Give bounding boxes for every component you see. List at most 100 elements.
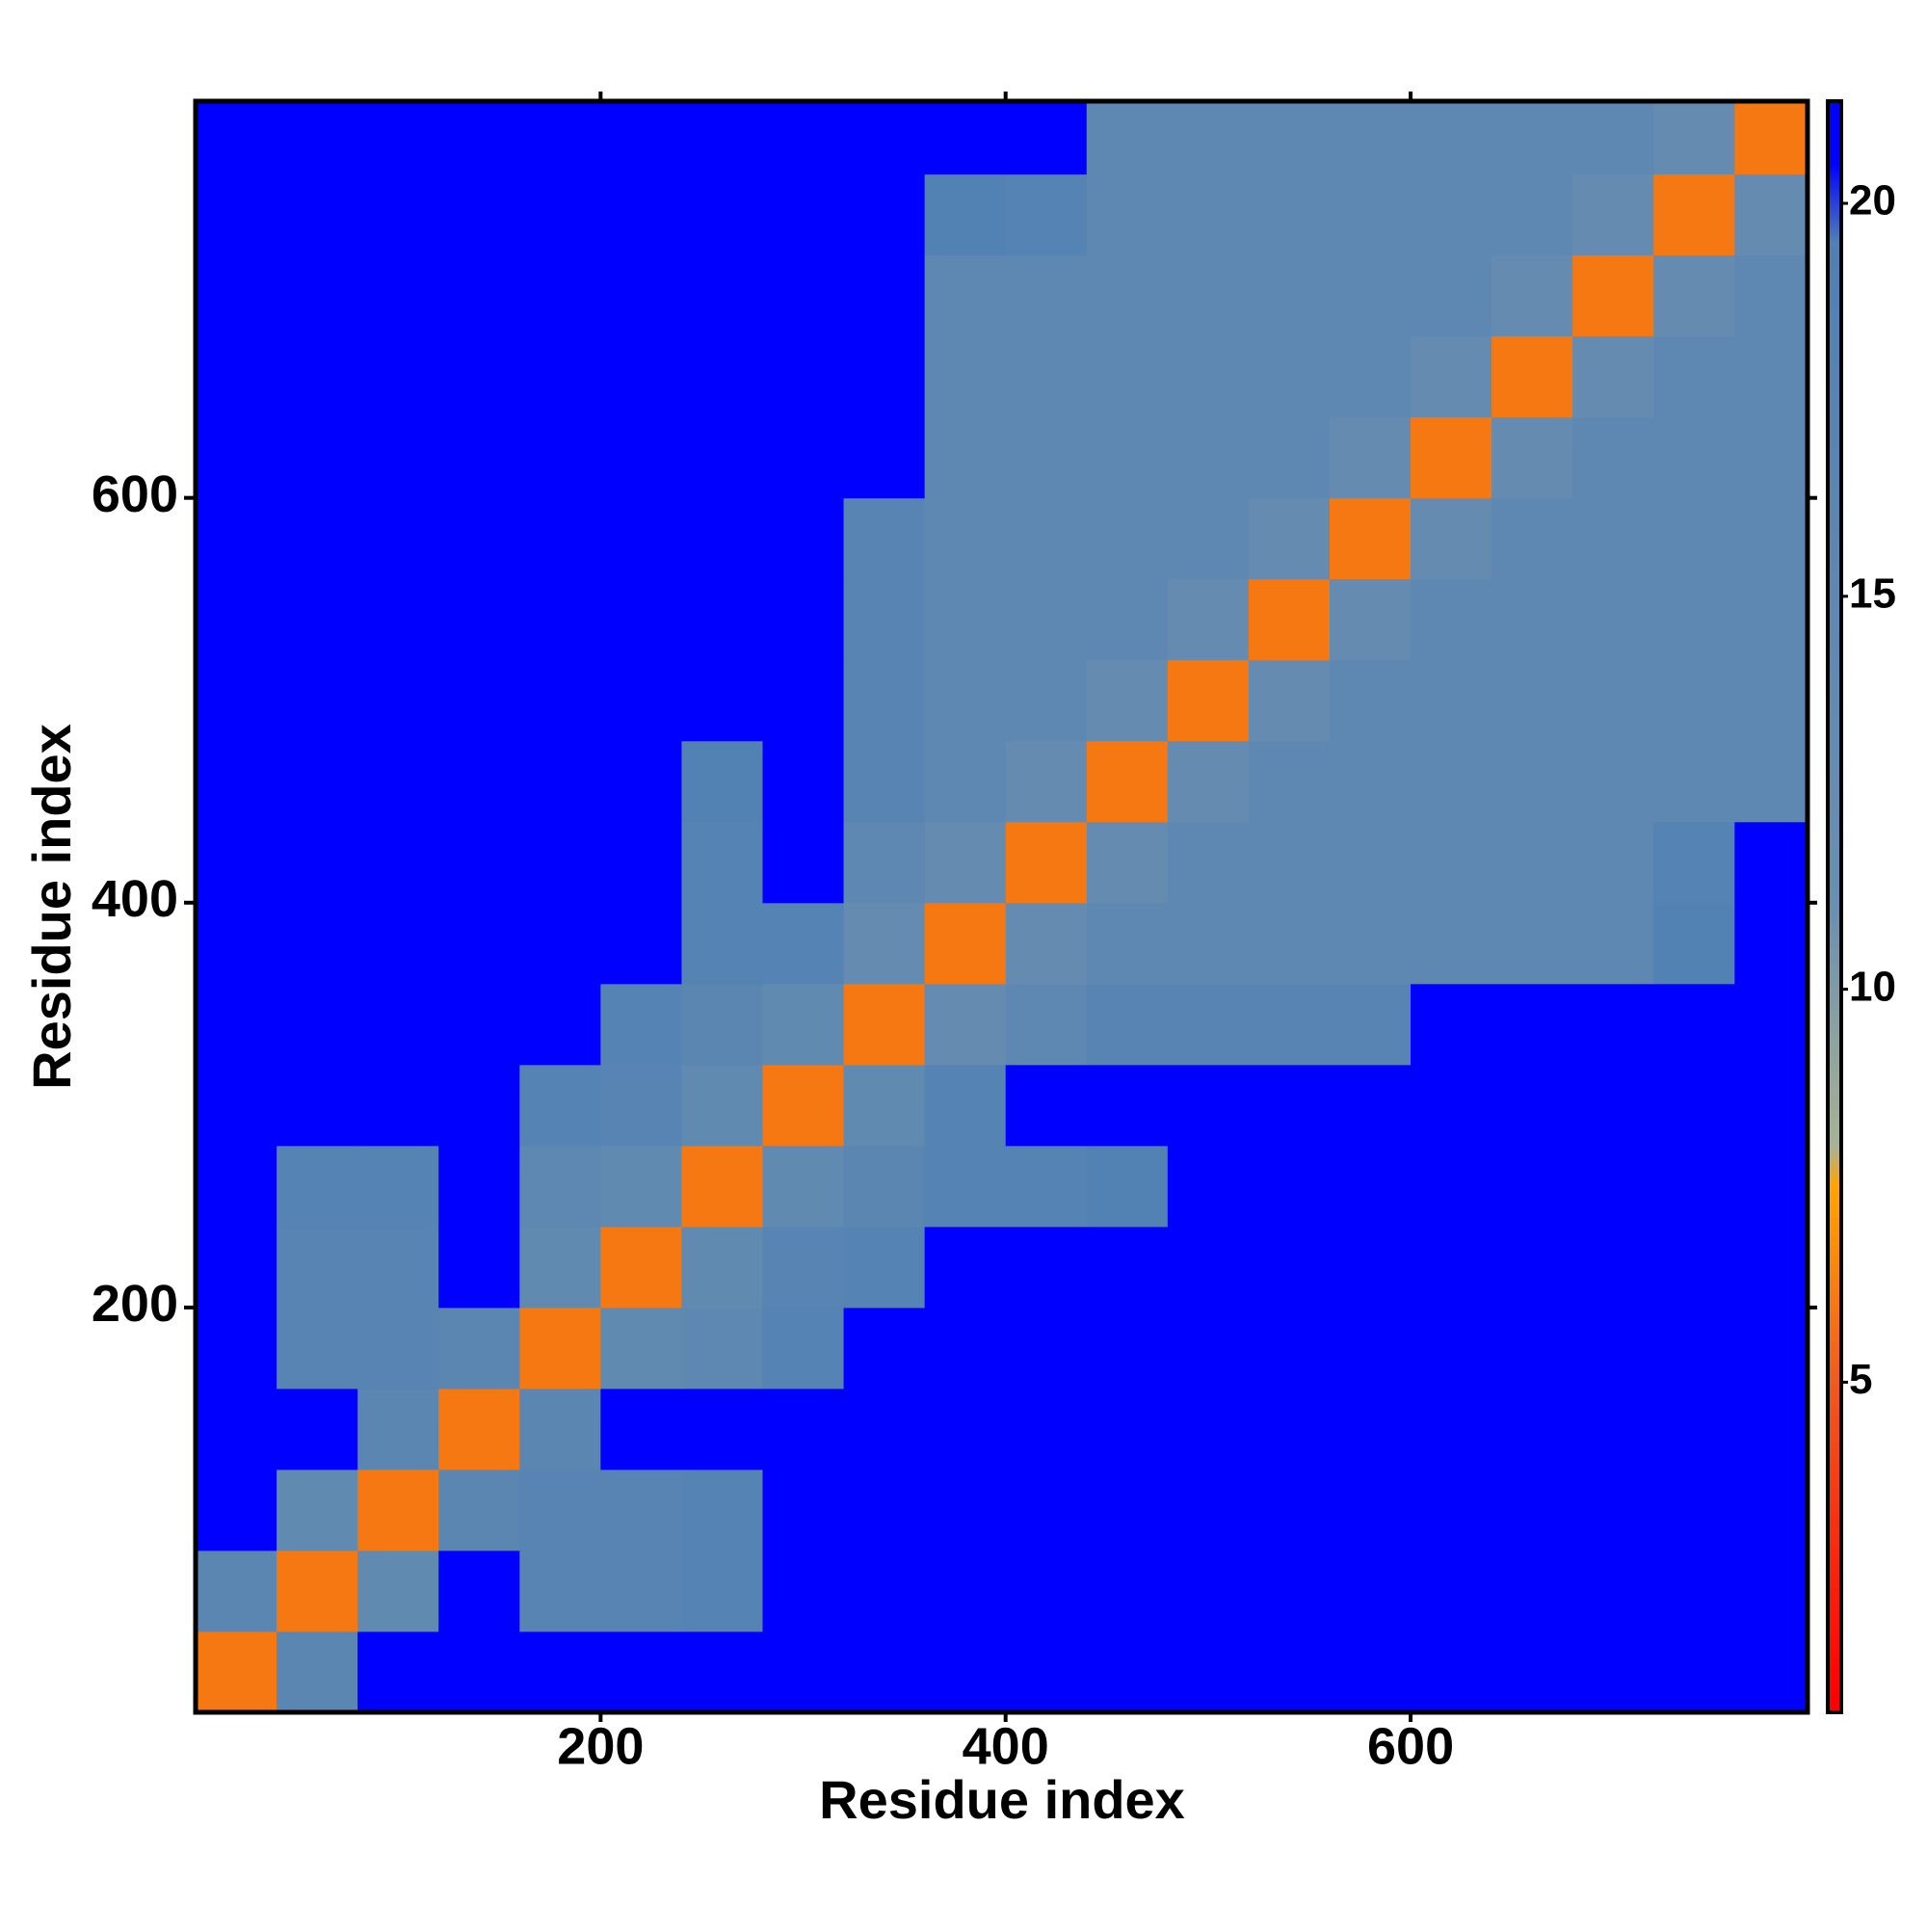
heatmap-cell xyxy=(1248,1226,1331,1309)
heatmap-cell xyxy=(1086,821,1169,904)
heatmap-cell xyxy=(438,821,520,904)
heatmap-cell xyxy=(1248,1549,1331,1632)
heatmap-cell xyxy=(1653,1064,1735,1147)
heatmap-cell xyxy=(681,659,763,742)
heatmap-cell xyxy=(762,1469,845,1551)
heatmap-cell xyxy=(438,983,520,1066)
heatmap-cell xyxy=(519,1226,601,1309)
heatmap-cell xyxy=(1005,1549,1088,1632)
heatmap-cell xyxy=(1491,101,1573,175)
heatmap-cell xyxy=(1248,740,1331,823)
heatmap-cell xyxy=(1572,1145,1654,1228)
heatmap-cell xyxy=(1653,416,1735,499)
heatmap-cell xyxy=(1086,740,1169,823)
heatmap-cell xyxy=(924,101,1007,175)
heatmap-cell xyxy=(196,740,277,823)
heatmap-cell xyxy=(1086,101,1169,175)
heatmap-cell xyxy=(438,1145,520,1228)
heatmap-cell xyxy=(196,1630,277,1713)
heatmap-cell xyxy=(600,173,682,256)
heatmap-cell xyxy=(277,335,358,418)
heatmap-cell xyxy=(1653,173,1735,256)
heatmap-cell xyxy=(924,173,1007,256)
heatmap-cell xyxy=(196,497,277,580)
heatmap-cell xyxy=(762,1388,845,1470)
heatmap-cell xyxy=(843,578,926,661)
heatmap-cell xyxy=(681,821,763,904)
heatmap-cell xyxy=(843,416,926,499)
heatmap-cell xyxy=(1411,497,1492,580)
heatmap-cell xyxy=(519,902,601,985)
heatmap-cell xyxy=(357,1226,439,1309)
heatmap-cell xyxy=(438,173,520,256)
heatmap-cell xyxy=(1411,1064,1492,1147)
heatmap-cell xyxy=(762,1145,845,1228)
heatmap-cell xyxy=(1491,578,1573,661)
heatmap-cell xyxy=(1086,1307,1169,1389)
heatmap-cell xyxy=(519,821,601,904)
heatmap-cell xyxy=(1329,821,1412,904)
heatmap-cell xyxy=(924,1469,1007,1551)
heatmap-cell xyxy=(1653,578,1735,661)
heatmap-cell xyxy=(924,1549,1007,1632)
heatmap-cell xyxy=(519,101,601,175)
heatmap-cell xyxy=(600,983,682,1066)
heatmap-cell xyxy=(1167,1064,1250,1147)
heatmap-cell xyxy=(1491,416,1573,499)
heatmap-cell xyxy=(1411,1388,1492,1470)
heatmap-cell xyxy=(519,1549,601,1632)
heatmap-cell xyxy=(1411,983,1492,1066)
heatmap-cell xyxy=(1653,1388,1735,1470)
heatmap-cell xyxy=(277,1145,358,1228)
heatmap-cell xyxy=(438,335,520,418)
heatmap-cell xyxy=(681,1630,763,1713)
heatmap-cell xyxy=(196,101,277,175)
heatmap-cell xyxy=(1329,1469,1412,1551)
heatmap-cell xyxy=(762,497,845,580)
heatmap-cell xyxy=(357,659,439,742)
heatmap-cell xyxy=(519,416,601,499)
heatmap-cell xyxy=(1086,335,1169,418)
colorbar-tick-label: 10 xyxy=(1849,963,1896,1010)
heatmap-cell xyxy=(1086,983,1169,1066)
heatmap-cell xyxy=(600,335,682,418)
heatmap-cell xyxy=(1329,335,1412,418)
heatmap-cell xyxy=(438,1064,520,1147)
heatmap-cell xyxy=(1491,902,1573,985)
heatmap-cell xyxy=(277,1388,358,1470)
heatmap-cell xyxy=(357,821,439,904)
heatmap-cell xyxy=(681,740,763,823)
heatmap-cell xyxy=(1005,1064,1088,1147)
heatmap-cell xyxy=(681,1145,763,1228)
heatmap-cell xyxy=(1653,821,1735,904)
heatmap-cell xyxy=(1248,1630,1331,1713)
heatmap-cell xyxy=(924,497,1007,580)
heatmap-cell xyxy=(519,1388,601,1470)
heatmap-cell xyxy=(1329,497,1412,580)
heatmap-cell xyxy=(843,1469,926,1551)
heatmap-cell xyxy=(277,1226,358,1309)
heatmap-cell xyxy=(600,1307,682,1389)
heatmap-cell xyxy=(277,659,358,742)
heatmap-cell xyxy=(1411,1549,1492,1632)
heatmap-cell xyxy=(1005,173,1088,256)
heatmap-cell xyxy=(519,173,601,256)
heatmap-cell xyxy=(1329,983,1412,1066)
heatmap-cell xyxy=(1572,1469,1654,1551)
heatmap-cell xyxy=(1572,335,1654,418)
heatmap-cell xyxy=(924,1307,1007,1389)
heatmap-cell xyxy=(1005,821,1088,904)
heatmap-cell xyxy=(1167,983,1250,1066)
heatmap-cell xyxy=(1734,1549,1808,1632)
heatmap-cell xyxy=(1329,1064,1412,1147)
heatmap-cell xyxy=(438,659,520,742)
heatmap-cell xyxy=(1167,101,1250,175)
heatmap-cell xyxy=(1248,101,1331,175)
heatmap-cell xyxy=(196,821,277,904)
heatmap-cell xyxy=(1005,983,1088,1066)
x-tick-label: 400 xyxy=(963,1717,1049,1775)
heatmap-cell xyxy=(519,578,601,661)
heatmap-cell xyxy=(1411,1469,1492,1551)
heatmap-cell xyxy=(1005,1388,1088,1470)
heatmap-cell xyxy=(277,740,358,823)
